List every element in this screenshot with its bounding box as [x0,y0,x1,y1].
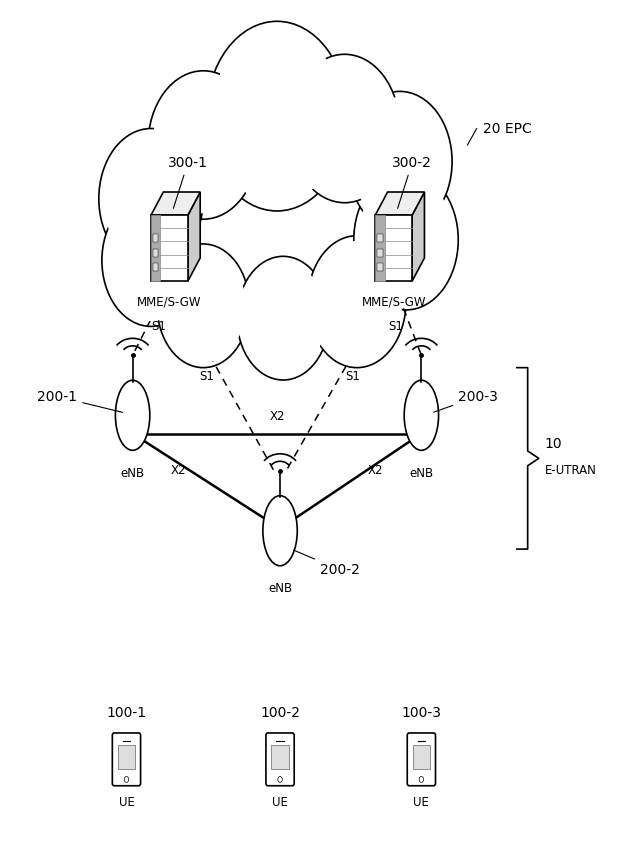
Text: UE: UE [118,796,134,809]
Ellipse shape [404,381,438,450]
Text: UE: UE [413,796,429,809]
Text: S1: S1 [199,370,214,383]
Bar [151,215,160,281]
Text: X2: X2 [171,464,186,478]
Text: MME/S-GW: MME/S-GW [362,295,426,309]
Circle shape [99,129,204,269]
Circle shape [161,249,246,362]
Bar [375,215,412,281]
Circle shape [348,91,452,232]
Circle shape [157,244,250,368]
Circle shape [152,76,254,213]
Bar [377,263,383,271]
Text: eNB: eNB [268,582,292,595]
Text: 200-3: 200-3 [434,389,498,412]
Circle shape [103,134,199,263]
Bar [413,745,430,770]
Text: 200-2: 200-2 [294,550,360,576]
Text: X2: X2 [367,464,383,478]
Circle shape [148,70,259,219]
Circle shape [237,256,329,380]
Text: S1: S1 [151,320,166,333]
Polygon shape [412,192,424,281]
Polygon shape [151,192,200,215]
Circle shape [294,60,396,197]
Circle shape [206,21,348,211]
Circle shape [157,244,250,368]
Circle shape [289,54,400,203]
Circle shape [354,170,458,310]
Circle shape [237,256,329,380]
Text: 10: 10 [545,436,563,450]
Ellipse shape [263,496,297,566]
Bar [271,745,289,770]
FancyBboxPatch shape [113,733,141,786]
Polygon shape [188,192,200,281]
Polygon shape [375,192,424,215]
Circle shape [206,21,348,211]
Circle shape [419,777,424,783]
Text: 100-1: 100-1 [106,706,147,720]
Bar [151,215,188,281]
Text: S1: S1 [345,370,360,383]
Circle shape [102,194,200,326]
Circle shape [312,241,402,362]
Bar [377,249,383,257]
Bar [375,215,385,281]
Circle shape [212,29,342,204]
Text: UE: UE [272,796,288,809]
Circle shape [99,129,204,269]
Text: 200-1: 200-1 [37,389,122,412]
FancyBboxPatch shape [407,733,435,786]
Text: 100-2: 100-2 [260,706,300,720]
Text: X2: X2 [269,410,285,423]
Bar [118,745,135,770]
Circle shape [308,235,406,368]
Circle shape [358,175,454,304]
Ellipse shape [115,381,150,450]
Circle shape [289,54,400,203]
Circle shape [148,70,259,219]
Circle shape [354,170,458,310]
Bar [377,235,383,242]
Bar [153,235,159,242]
Circle shape [102,194,200,326]
Text: 20 EPC: 20 EPC [483,121,532,136]
Circle shape [124,777,129,783]
Bar [153,263,159,271]
Text: 100-3: 100-3 [401,706,442,720]
Text: 300-2: 300-2 [392,155,432,209]
Text: MME/S-GW: MME/S-GW [137,295,202,309]
Circle shape [241,261,326,375]
Text: 300-1: 300-1 [168,155,208,209]
Circle shape [106,200,196,321]
Circle shape [308,235,406,368]
Circle shape [278,777,282,783]
Bar [153,249,159,257]
Text: E-UTRAN: E-UTRAN [545,464,596,478]
Text: eNB: eNB [410,466,433,479]
Circle shape [352,97,448,226]
Text: eNB: eNB [120,466,145,479]
FancyBboxPatch shape [266,733,294,786]
Text: S1: S1 [388,320,403,333]
Circle shape [348,91,452,232]
